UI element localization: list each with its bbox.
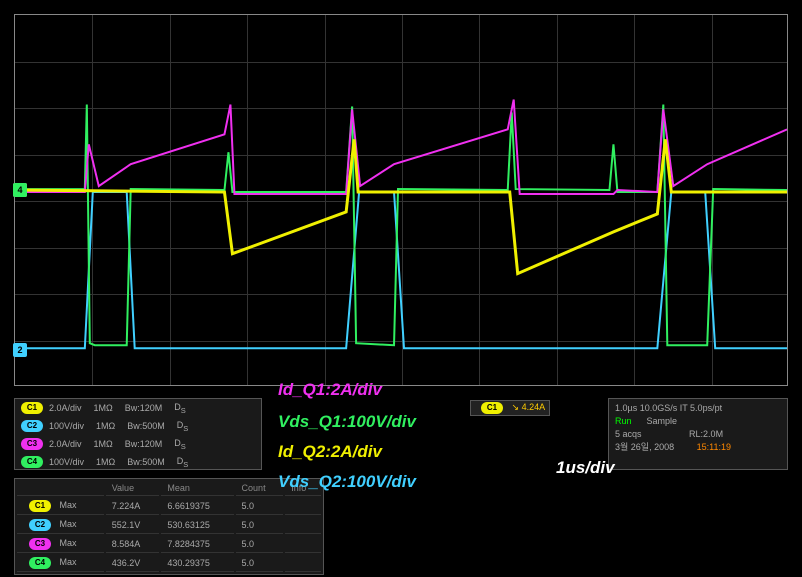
cursor-value: 4.24A [522,402,546,412]
meas-header: Value [106,481,160,496]
meas-mean: 7.8284375 [161,536,233,553]
run-status: Run [615,416,632,426]
measurement-table: ValueMeanCountInfo C1 Max7.224A6.6619375… [14,478,324,575]
coupling-icon: DS [174,438,186,451]
ch-impedance: 1MΩ [96,421,115,431]
meas-info [285,536,321,553]
ch-bandwidth: Bw:120M [125,439,163,449]
meas-count: 5.0 [236,517,284,534]
meas-name: Max [60,519,77,529]
ch-badge: C1 [21,402,43,414]
ch-info-row-c1: C1 2.0A/div 1MΩ Bw:120M DS [15,399,261,417]
overlay-label: Vds_Q2:100V/div [278,472,416,492]
coupling-icon: DS [174,402,186,415]
meas-row: C2 Max 552.1V530.631255.0 [17,517,321,534]
time: 15:11:19 [697,442,731,452]
ch-info-row-c3: C3 2.0A/div 1MΩ Bw:120M DS [15,435,261,453]
coupling-icon: DS [177,420,189,433]
meas-info [285,555,321,572]
cursor-icon: ↘ [512,402,520,412]
ch-bandwidth: Bw:500M [127,457,165,467]
ch-badge: C2 [21,420,43,432]
meas-count: 5.0 [236,498,284,515]
coupling-icon: DS [177,456,189,469]
meas-mean: 530.63125 [161,517,233,534]
ch-badge: C3 [21,438,43,450]
overlay-label: Vds_Q1:100V/div [278,412,416,432]
cursor-ch-badge: C1 [481,402,503,414]
meas-header: Mean [161,481,233,496]
meas-ch-badge: C4 [29,557,51,569]
meas-row: C3 Max 8.584A7.82843755.0 [17,536,321,553]
meas-info [285,498,321,515]
date: 3월 26일, 2008 [615,442,674,452]
ch-impedance: 1MΩ [96,457,115,467]
timebase-panel: 1.0µs 10.0GS/s IT 5.0ps/pt Run Sample 5 … [608,398,788,470]
ch-marker-c2: 2 [13,343,27,357]
meas-name: Max [60,557,77,567]
meas-name: Max [60,538,77,548]
ch-scale: 100V/div [49,421,84,431]
ch-marker-c4: 4 [13,183,27,197]
timebase-line1: 1.0µs 10.0GS/s IT 5.0ps/pt [615,402,781,415]
meas-mean: 6.6619375 [161,498,233,515]
meas-mean: 430.29375 [161,555,233,572]
meas-header: Count [236,481,284,496]
acq-mode: Sample [647,416,678,426]
waveforms-layer [15,15,787,385]
ch-info-row-c2: C2 100V/div 1MΩ Bw:500M DS [15,417,261,435]
meas-value: 552.1V [106,517,160,534]
overlay-label: 1us/div [556,458,615,478]
meas-header [17,481,104,496]
ch-impedance: 1MΩ [94,403,113,413]
meas-value: 436.2V [106,555,160,572]
meas-value: 8.584A [106,536,160,553]
meas-count: 5.0 [236,536,284,553]
meas-row: C1 Max 7.224A6.66193755.0 [17,498,321,515]
meas-ch-badge: C3 [29,538,51,550]
ch-scale: 2.0A/div [49,439,82,449]
meas-ch-badge: C1 [29,500,51,512]
overlay-label: Id_Q1:2A/div [278,380,382,400]
oscilloscope-screen: 1234 [14,14,788,386]
cursor-readout: C1 ↘ 4.24A [470,400,550,416]
ch-info-row-c4: C4 100V/div 1MΩ Bw:500M DS [15,453,261,471]
ch-scale: 2.0A/div [49,403,82,413]
channel-info-panel: C1 2.0A/div 1MΩ Bw:120M DS C2 100V/div 1MΩ Bw:50… [14,398,262,470]
acq-count: 5 acqs [615,429,642,439]
meas-name: Max [60,500,77,510]
overlay-label: Id_Q2:2A/div [278,442,382,462]
ch-scale: 100V/div [49,457,84,467]
ch-impedance: 1MΩ [94,439,113,449]
meas-info [285,517,321,534]
rec-length: RL:2.0M [689,429,723,439]
ch-bandwidth: Bw:500M [127,421,165,431]
meas-value: 7.224A [106,498,160,515]
meas-row: C4 Max 436.2V430.293755.0 [17,555,321,572]
ch-bandwidth: Bw:120M [125,403,163,413]
ch-badge: C4 [21,456,43,468]
meas-count: 5.0 [236,555,284,572]
meas-ch-badge: C2 [29,519,51,531]
